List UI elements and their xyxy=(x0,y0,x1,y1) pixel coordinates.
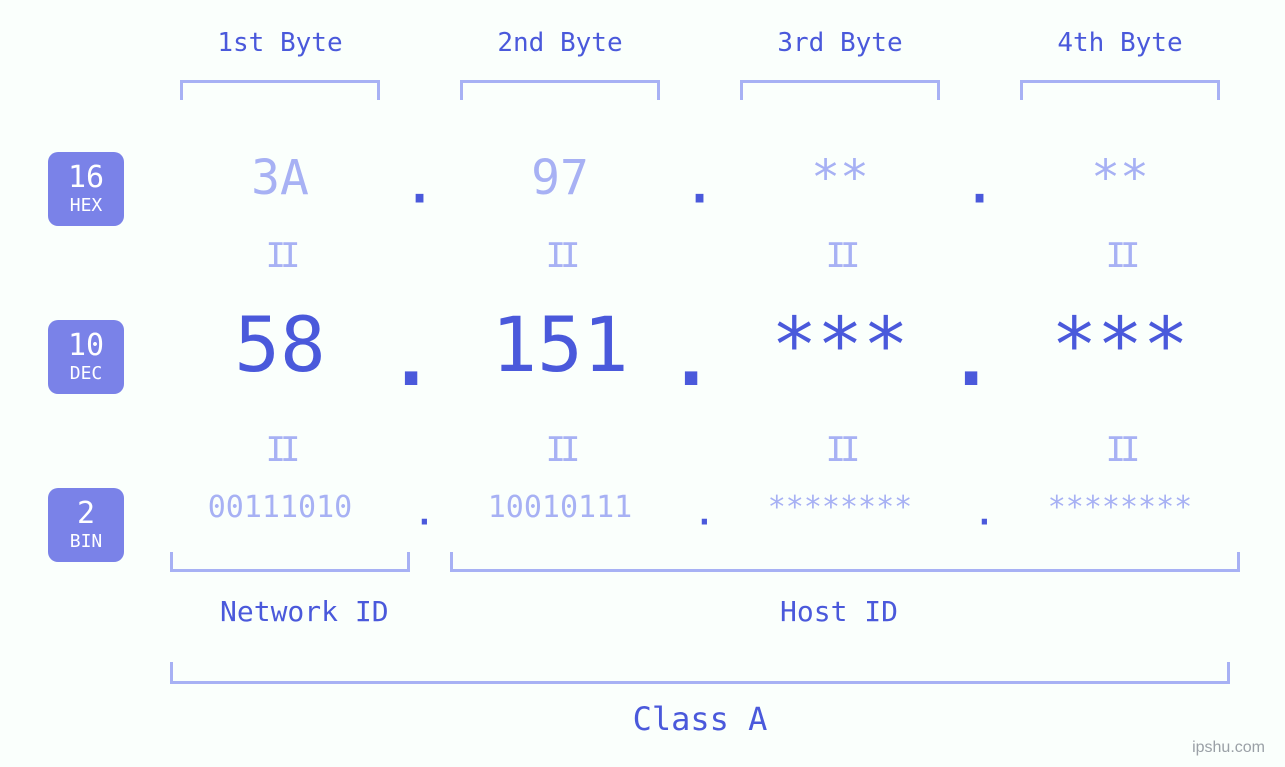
base-badge-hex: 16 HEX xyxy=(48,152,124,226)
byte-header-brackets xyxy=(140,80,1260,100)
base-num: 16 xyxy=(68,163,104,193)
bin-byte-1: 00111010. xyxy=(140,490,420,525)
equals-icon: II xyxy=(420,236,700,276)
dec-byte-2: 151. xyxy=(420,300,700,389)
equals-row: II II II II xyxy=(140,430,1260,470)
hex-byte-1: 3A. xyxy=(140,150,420,206)
bracket-bottom-icon xyxy=(170,552,410,572)
equals-icon: II xyxy=(980,430,1260,470)
dec-row: 58. 151. ***. *** xyxy=(140,300,1260,389)
byte-header-2: 2nd Byte xyxy=(420,28,700,58)
base-num: 2 xyxy=(77,499,95,529)
bin-byte-2: 10010111. xyxy=(420,490,700,525)
bracket-top-icon xyxy=(180,80,380,100)
base-badge-bin: 2 BIN xyxy=(48,488,124,562)
equals-icon: II xyxy=(700,430,980,470)
bracket-bottom-icon xyxy=(450,552,1240,572)
base-txt: DEC xyxy=(70,365,103,383)
watermark: ipshu.com xyxy=(1192,739,1265,757)
bin-byte-3: ********. xyxy=(700,490,980,525)
bracket-top-icon xyxy=(460,80,660,100)
equals-icon: II xyxy=(140,430,420,470)
byte-headers: 1st Byte 2nd Byte 3rd Byte 4th Byte xyxy=(140,28,1260,58)
class-label: Class A xyxy=(140,700,1260,738)
byte-header-1: 1st Byte xyxy=(140,28,420,58)
hex-byte-4: ** xyxy=(980,150,1260,206)
bracket-top-icon xyxy=(1020,80,1220,100)
dec-byte-3: ***. xyxy=(700,300,980,389)
base-num: 10 xyxy=(68,331,104,361)
equals-icon: II xyxy=(700,236,980,276)
network-id-label: Network ID xyxy=(220,595,389,628)
base-badge-dec: 10 DEC xyxy=(48,320,124,394)
hex-byte-3: **. xyxy=(700,150,980,206)
ip-bytes-diagram: 1st Byte 2nd Byte 3rd Byte 4th Byte 16 H… xyxy=(0,0,1285,767)
dec-byte-4: *** xyxy=(980,300,1260,389)
hex-byte-2: 97. xyxy=(420,150,700,206)
bracket-top-icon xyxy=(740,80,940,100)
byte-header-3: 3rd Byte xyxy=(700,28,980,58)
base-txt: HEX xyxy=(70,197,103,215)
dec-byte-1: 58. xyxy=(140,300,420,389)
equals-icon: II xyxy=(980,236,1260,276)
equals-row: II II II II xyxy=(140,236,1260,276)
equals-icon: II xyxy=(140,236,420,276)
class-bracket-icon xyxy=(170,662,1230,684)
equals-icon: II xyxy=(420,430,700,470)
id-brackets xyxy=(140,552,1260,582)
bin-row: 00111010. 10010111. ********. ******** xyxy=(140,490,1260,525)
bin-byte-4: ******** xyxy=(980,490,1260,525)
base-txt: BIN xyxy=(70,533,103,551)
host-id-label: Host ID xyxy=(780,595,898,628)
byte-header-4: 4th Byte xyxy=(980,28,1260,58)
hex-row: 3A. 97. **. ** xyxy=(140,150,1260,206)
